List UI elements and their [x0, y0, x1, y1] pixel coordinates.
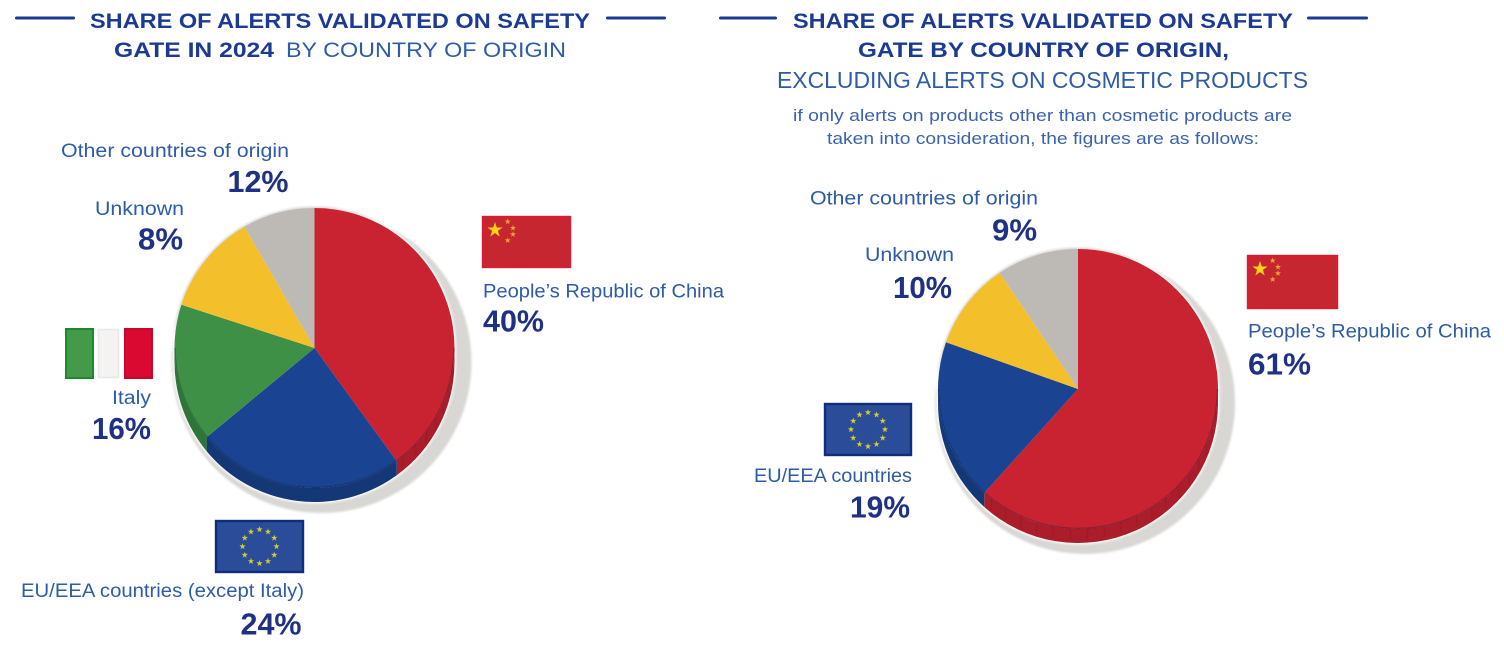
- svg-text:61%: 61%: [1248, 347, 1311, 382]
- svg-text:EXCLUDING ALERTS ON COSMETIC P: EXCLUDING ALERTS ON COSMETIC PRODUCTS: [777, 67, 1308, 93]
- svg-text:SHARE OF ALERTS VALIDATED ON S: SHARE OF ALERTS VALIDATED ON SAFETY: [90, 9, 590, 33]
- svg-text:19%: 19%: [850, 490, 910, 525]
- svg-text:People’s Republic of China: People’s Republic of China: [1248, 322, 1491, 343]
- svg-text:8%: 8%: [138, 222, 183, 257]
- svg-text:taken into consideration, the: taken into consideration, the figures ar…: [827, 130, 1259, 148]
- svg-text:if only alerts on products oth: if only alerts on products other than co…: [793, 107, 1292, 125]
- svg-text:Italy: Italy: [112, 388, 152, 409]
- svg-text:10%: 10%: [893, 270, 952, 305]
- svg-text:Unknown: Unknown: [95, 199, 184, 220]
- svg-text:EU/EEA countries: EU/EEA countries: [754, 466, 912, 487]
- svg-text:24%: 24%: [241, 607, 302, 642]
- svg-text:Other countries of origin: Other countries of origin: [61, 141, 289, 162]
- svg-text:SHARE OF ALERTS VALIDATED ON S: SHARE OF ALERTS VALIDATED ON SAFETY: [793, 9, 1293, 33]
- svg-text:9%: 9%: [992, 213, 1037, 248]
- svg-text:12%: 12%: [228, 164, 289, 199]
- svg-text:EU/EEA countries (except Italy: EU/EEA countries (except Italy): [21, 581, 304, 602]
- svg-text:GATE BY COUNTRY OF ORIGIN,: GATE BY COUNTRY OF ORIGIN,: [858, 38, 1229, 62]
- svg-text:People’s Republic of China: People’s Republic of China: [483, 282, 724, 303]
- svg-text:40%: 40%: [483, 304, 544, 339]
- svg-text:16%: 16%: [92, 411, 151, 446]
- svg-text:Other countries of origin: Other countries of origin: [810, 189, 1038, 210]
- svg-text:Unknown: Unknown: [865, 245, 954, 266]
